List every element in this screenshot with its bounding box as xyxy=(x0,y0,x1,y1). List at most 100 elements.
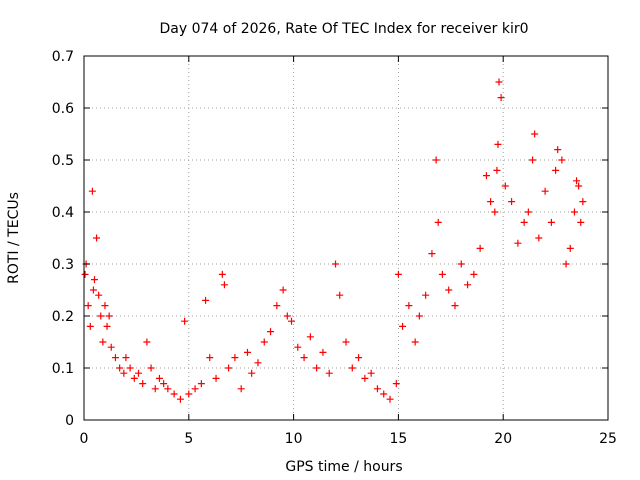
x-tick-label: 5 xyxy=(184,431,193,447)
data-point xyxy=(81,270,89,278)
data-point xyxy=(497,94,505,102)
data-point xyxy=(399,322,407,330)
data-point xyxy=(93,234,101,242)
data-point xyxy=(470,270,478,278)
data-point xyxy=(464,281,472,289)
data-point xyxy=(552,166,560,174)
data-point xyxy=(415,312,423,320)
data-point xyxy=(405,302,413,310)
data-point xyxy=(438,270,446,278)
data-point xyxy=(260,338,268,346)
data-point xyxy=(139,380,147,388)
data-point xyxy=(164,385,172,393)
data-point xyxy=(155,374,163,382)
data-point xyxy=(248,369,256,377)
data-point xyxy=(547,218,555,226)
data-point xyxy=(445,286,453,294)
x-axis-label: GPS time / hours xyxy=(285,459,402,475)
data-point xyxy=(342,338,350,346)
data-point xyxy=(577,218,585,226)
data-point xyxy=(332,260,340,268)
data-point xyxy=(482,172,490,180)
data-point xyxy=(90,276,98,284)
data-point xyxy=(541,187,549,195)
data-point xyxy=(122,354,130,362)
data-point xyxy=(432,156,440,164)
data-point xyxy=(105,312,113,320)
data-point xyxy=(84,302,92,310)
data-point xyxy=(225,364,233,372)
x-tick-label: 15 xyxy=(389,431,407,447)
data-point xyxy=(176,395,184,403)
data-point xyxy=(495,78,503,86)
data-point xyxy=(386,395,394,403)
data-point xyxy=(491,208,499,216)
data-point xyxy=(531,130,539,138)
data-point xyxy=(493,166,501,174)
data-point xyxy=(191,385,199,393)
data-point xyxy=(562,260,570,268)
data-point xyxy=(197,380,205,388)
data-point xyxy=(288,317,296,325)
data-point xyxy=(279,286,287,294)
y-tick-label: 0.3 xyxy=(52,257,74,273)
data-point xyxy=(494,140,502,148)
data-point xyxy=(573,177,581,185)
data-point xyxy=(392,380,400,388)
y-tick-label: 0.5 xyxy=(52,153,74,169)
data-point xyxy=(394,270,402,278)
data-point xyxy=(348,364,356,372)
data-point xyxy=(97,312,105,320)
data-point xyxy=(267,328,275,336)
data-point xyxy=(89,286,97,294)
data-point xyxy=(319,348,327,356)
data-point xyxy=(151,385,159,393)
data-point xyxy=(367,369,375,377)
data-point xyxy=(529,156,537,164)
plot-frame xyxy=(83,55,609,421)
data-point xyxy=(86,322,94,330)
axis-ticks: 0 5 10 15 20 25 0 0.1 0.2 0.3 0.4 0.5 0.6 0.7 xyxy=(52,49,617,447)
data-point xyxy=(120,369,128,377)
data-point xyxy=(254,359,262,367)
data-point xyxy=(558,156,566,164)
data-point xyxy=(434,218,442,226)
data-point xyxy=(243,348,251,356)
data-point xyxy=(206,354,214,362)
data-point xyxy=(451,302,459,310)
data-point xyxy=(411,338,419,346)
data-point xyxy=(579,198,587,206)
data-point xyxy=(487,198,495,206)
data-points xyxy=(81,78,587,403)
data-point xyxy=(373,385,381,393)
data-point xyxy=(143,338,151,346)
y-tick-label: 0 xyxy=(65,413,74,429)
data-point xyxy=(514,239,522,247)
data-point xyxy=(126,364,134,372)
y-axis-label: ROTI / TECUs xyxy=(6,192,22,284)
data-point xyxy=(508,198,516,206)
data-point xyxy=(103,322,111,330)
data-point xyxy=(501,182,509,190)
y-tick-label: 0.4 xyxy=(52,205,74,221)
data-point xyxy=(212,374,220,382)
data-point xyxy=(294,343,302,351)
data-point xyxy=(130,374,138,382)
data-point xyxy=(300,354,308,362)
data-point xyxy=(313,364,321,372)
data-point xyxy=(575,182,583,190)
x-tick-label: 25 xyxy=(599,431,617,447)
data-point xyxy=(273,302,281,310)
data-point xyxy=(566,244,574,252)
data-point xyxy=(116,364,124,372)
x-tick-label: 10 xyxy=(285,431,303,447)
y-tick-label: 0.6 xyxy=(52,101,74,117)
data-point xyxy=(101,302,109,310)
y-tick-label: 0.1 xyxy=(52,361,74,377)
data-point xyxy=(202,296,210,304)
data-point xyxy=(231,354,239,362)
data-point xyxy=(170,390,178,398)
y-tick-label: 0.2 xyxy=(52,309,74,325)
data-point xyxy=(422,291,430,299)
